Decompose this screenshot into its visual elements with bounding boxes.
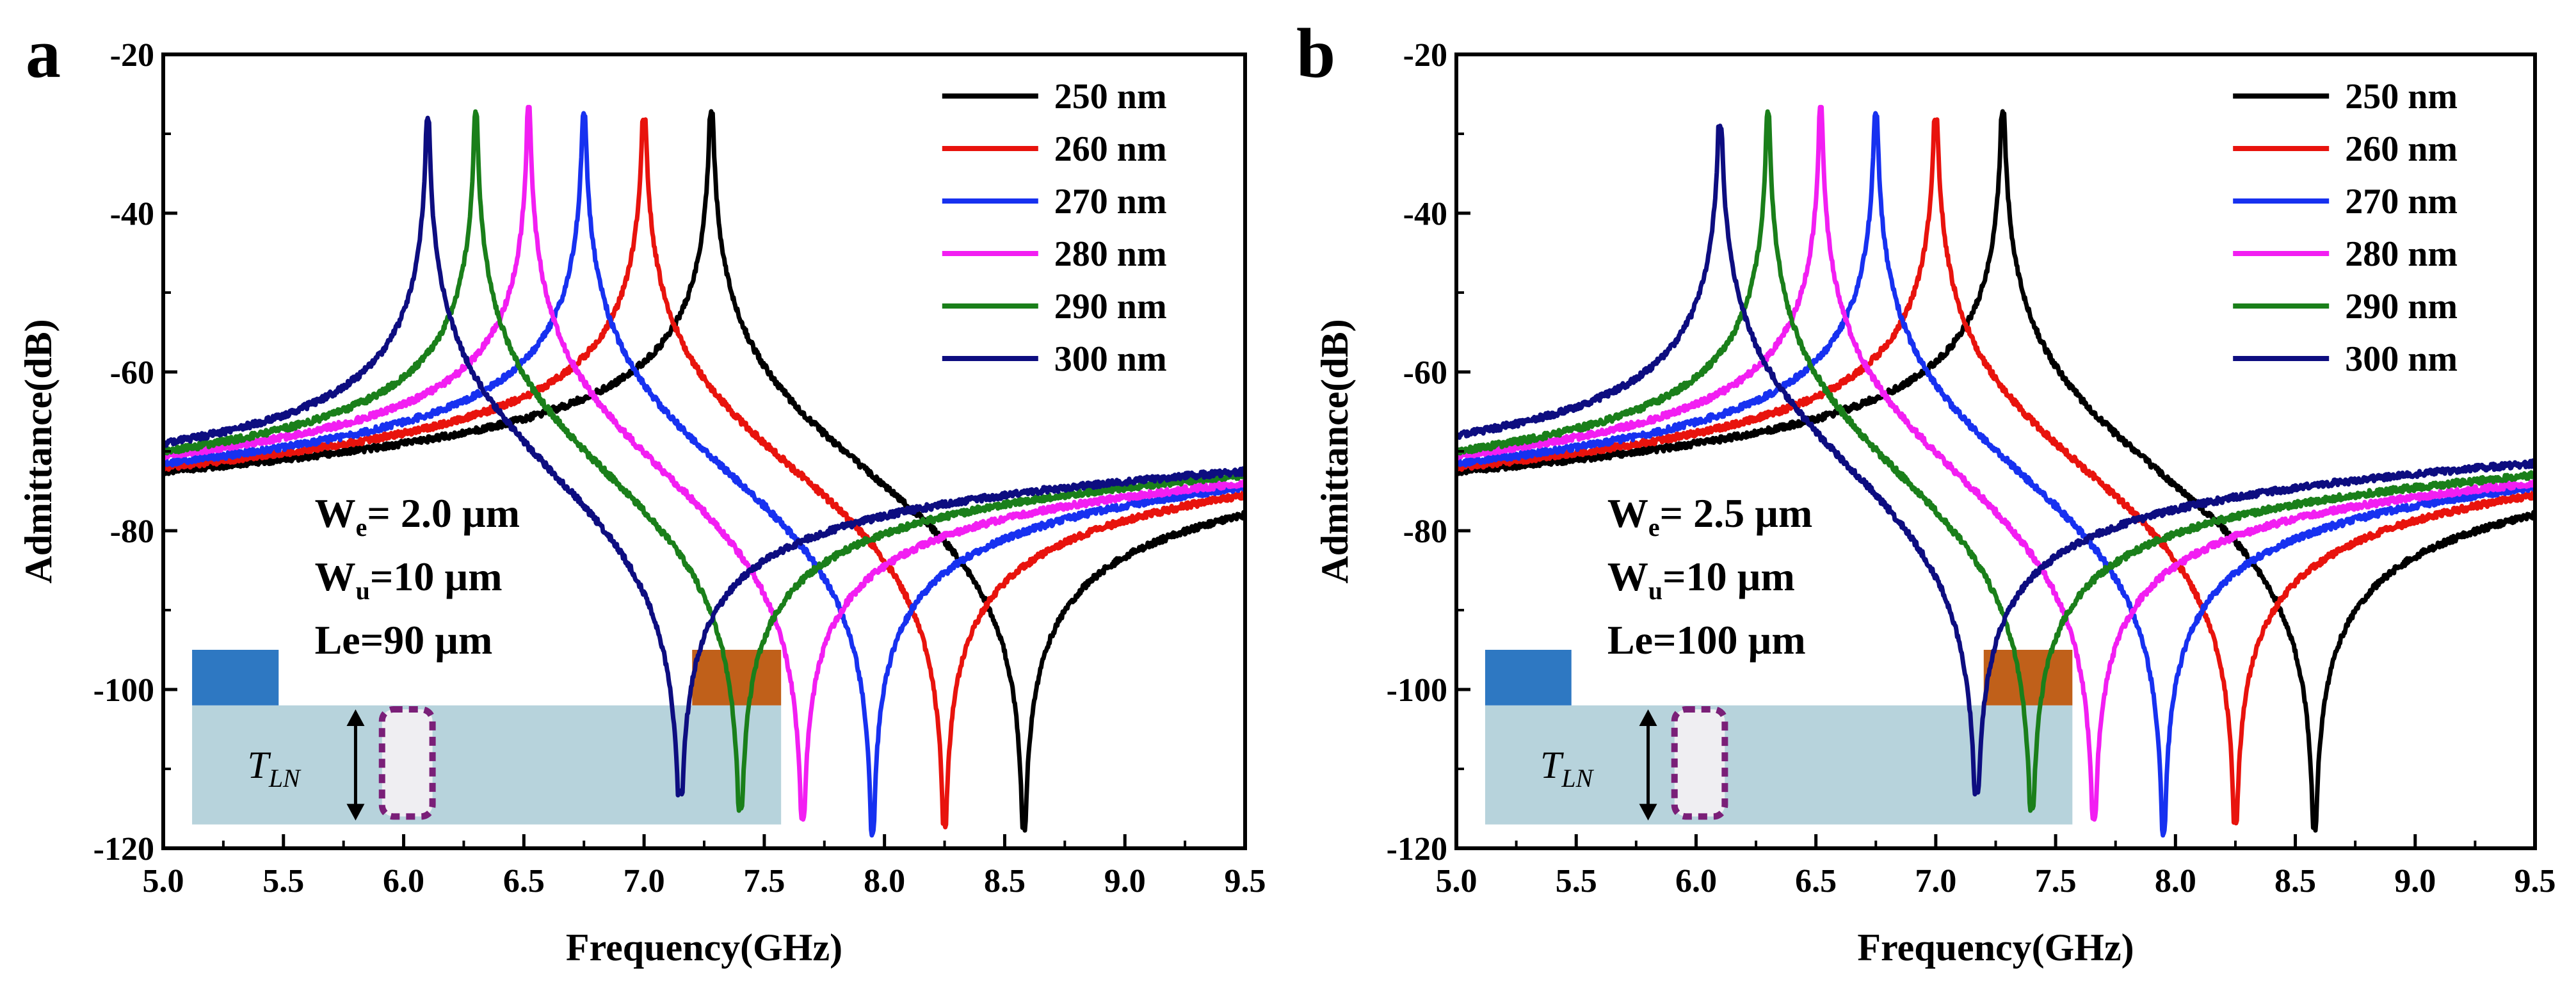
- x-tick-label: 5.5: [1556, 863, 1597, 899]
- legend-label: 260 nm: [1054, 129, 1167, 169]
- x-tick-label: 5.5: [262, 863, 304, 899]
- electrode-width-label: We= 2.5 µm: [1607, 490, 1812, 542]
- y-axis-title: Admittance(dB): [1314, 319, 1356, 583]
- arrow-head-up: [1639, 709, 1657, 726]
- y-axis-title: Admittance(dB): [17, 319, 60, 583]
- x-tick-label: 8.0: [864, 863, 905, 899]
- series-line-290-nm: [163, 109, 1245, 813]
- x-tick-label: 9.0: [1104, 863, 1146, 899]
- series-line-300-nm: [163, 115, 1245, 798]
- y-tick-label: -80: [1403, 513, 1447, 550]
- arrow-head-down: [346, 803, 365, 821]
- series-line-280-nm: [163, 104, 1245, 822]
- legend-label: 290 nm: [2345, 287, 2458, 327]
- arrow-head-up: [346, 709, 365, 726]
- electrode-right: [1983, 650, 2073, 706]
- electrode-width-label: We= 2.0 µm: [315, 490, 520, 542]
- y-tick-label: -120: [1387, 831, 1447, 867]
- panel-b: b TLN We= 2.5 µm Wu=10 µm Le=100 µm 5.0 5.5 6.0…: [1296, 14, 2556, 969]
- series-line-300-nm: [1456, 124, 2535, 797]
- x-axis-title: Frequency(GHz): [1857, 926, 2134, 969]
- mode-region-box: [378, 706, 436, 820]
- legend-label: 270 nm: [2345, 182, 2458, 222]
- series-line-260-nm: [1456, 117, 2535, 826]
- y-tick-label: -100: [93, 672, 154, 709]
- y-tick-label: -60: [110, 355, 154, 391]
- arrow-head-down: [1639, 803, 1657, 821]
- thickness-label: TLN: [247, 744, 302, 793]
- thickness-label: TLN: [1540, 744, 1595, 793]
- x-tick-label: 9.0: [2394, 863, 2436, 899]
- x-tick-label: 7.0: [624, 863, 665, 899]
- electrode-right: [692, 650, 782, 706]
- x-axis-title: Frequency(GHz): [566, 926, 842, 969]
- series-line-250-nm: [163, 109, 1245, 833]
- y-tick-label: -40: [1403, 196, 1447, 232]
- electrode-length-label: Le=90 µm: [315, 617, 493, 663]
- x-tick-label: 9.5: [1225, 863, 1266, 899]
- legend-label: 280 nm: [2345, 234, 2458, 274]
- x-tick-label: 6.5: [503, 863, 545, 899]
- series-line-280-nm: [1456, 104, 2535, 822]
- x-tick-label: 7.0: [1915, 863, 1956, 899]
- y-tick-label: -20: [110, 37, 154, 74]
- series-line-290-nm: [1456, 109, 2535, 813]
- x-tick-label: 6.0: [1675, 863, 1717, 899]
- legend-label: 280 nm: [1054, 234, 1167, 274]
- legend-label: 250 nm: [2345, 77, 2458, 117]
- x-tick-label: 8.5: [984, 863, 1026, 899]
- electrode-left: [1485, 650, 1572, 706]
- y-tick-label: -100: [1387, 672, 1447, 709]
- series-line-260-nm: [163, 117, 1245, 830]
- x-tick-label: 8.0: [2155, 863, 2196, 899]
- mode-region-box: [1671, 706, 1728, 820]
- legend-label: 260 nm: [2345, 129, 2458, 169]
- x-tick-label: 7.5: [2035, 863, 2077, 899]
- y-tick-label: -60: [1403, 355, 1447, 391]
- legend-label: 270 nm: [1054, 182, 1167, 222]
- panel-a: a TLN We= 2.0 µm Wu=10 µm Le=90 µm 5.0 5.5 6.0 6…: [17, 14, 1266, 969]
- series-line-250-nm: [1456, 109, 2535, 833]
- unit-width-label: Wu=10 µm: [1607, 554, 1795, 605]
- y-tick-label: -80: [110, 513, 154, 550]
- y-tick-label: -20: [1403, 37, 1447, 74]
- x-tick-label: 9.5: [2515, 863, 2556, 899]
- x-tick-label: 8.5: [2274, 863, 2316, 899]
- x-tick-label: 5.0: [1436, 863, 1477, 899]
- series-line-270-nm: [163, 111, 1245, 838]
- y-tick-label: -40: [110, 196, 154, 232]
- x-tick-label: 6.0: [383, 863, 424, 899]
- legend-label: 290 nm: [1054, 287, 1167, 327]
- electrode-length-label: Le=100 µm: [1607, 617, 1806, 663]
- panel-letter: b: [1296, 14, 1335, 92]
- y-tick-label: -120: [93, 831, 154, 867]
- legend-label: 250 nm: [1054, 77, 1167, 117]
- electrode-left: [192, 650, 279, 706]
- series-line-270-nm: [1456, 111, 2535, 838]
- x-tick-label: 7.5: [743, 863, 785, 899]
- legend-label: 300 nm: [2345, 339, 2458, 379]
- legend-label: 300 nm: [1054, 339, 1167, 379]
- unit-width-label: Wu=10 µm: [315, 554, 503, 605]
- panel-letter: a: [26, 14, 61, 92]
- x-tick-label: 6.5: [1795, 863, 1837, 899]
- x-tick-label: 5.0: [143, 863, 184, 899]
